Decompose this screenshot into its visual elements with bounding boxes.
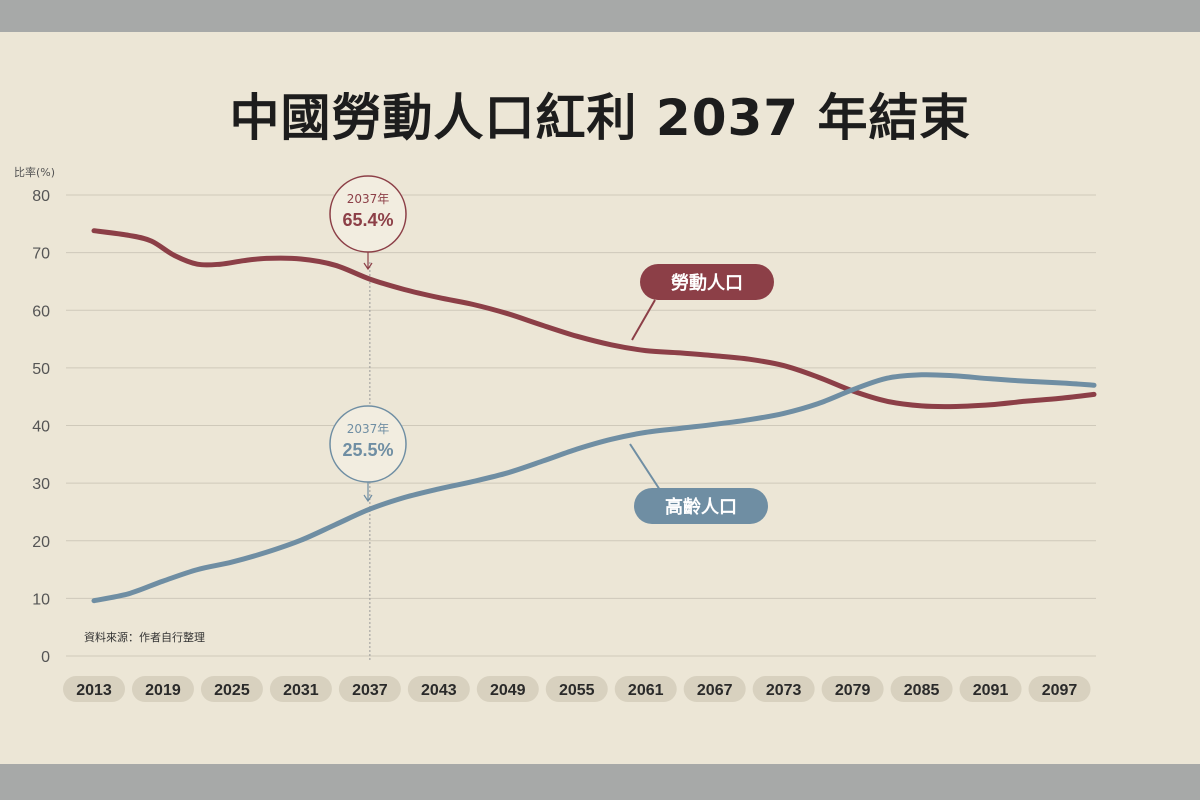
- y-tick-label: 20: [32, 534, 50, 551]
- y-tick-label: 10: [32, 591, 50, 608]
- x-tick: 2013: [63, 676, 125, 702]
- annotation-year: 2037年: [347, 422, 390, 436]
- x-tick-label: 2061: [628, 682, 664, 699]
- x-tick: 2019: [131, 676, 194, 702]
- x-tick-pill: [545, 676, 608, 702]
- series-lines: [91, 228, 1097, 604]
- x-tick-pill: [200, 676, 263, 702]
- x-tick-pill: [407, 676, 470, 702]
- x-tick-label: 2067: [697, 682, 733, 699]
- x-tick-label: 2091: [973, 682, 1009, 699]
- source-note: 資料來源：作者自行整理: [84, 630, 205, 644]
- x-tick: 2037: [338, 676, 401, 702]
- legend-pill: [640, 264, 774, 300]
- x-tick-pill: [752, 676, 815, 702]
- x-tick-label: 2037: [352, 682, 388, 699]
- y-tick-label: 30: [32, 476, 50, 493]
- x-tick-pill: [338, 676, 401, 702]
- chart-frame: [0, 32, 1200, 764]
- x-tick: 2061: [614, 676, 677, 702]
- annotation-year: 2037年: [347, 192, 390, 206]
- x-tick: 2031: [269, 676, 332, 702]
- x-tick: 2073: [752, 676, 815, 702]
- x-tick-label: 2031: [283, 682, 319, 699]
- legend-pill: [634, 488, 768, 524]
- x-tick-pill: [476, 676, 539, 702]
- x-tick-label: 2049: [490, 682, 526, 699]
- x-tick: 2091: [959, 676, 1022, 702]
- y-tick-label: 80: [32, 188, 50, 205]
- annotation-arrow: [363, 252, 373, 271]
- annotation-value: 65.4%: [342, 210, 393, 230]
- x-tick: 2055: [545, 676, 608, 702]
- legend-text: 勞動人口: [671, 272, 743, 294]
- x-tick-pill: [1028, 676, 1091, 702]
- series-line-labour: [91, 228, 1097, 410]
- legend-pointer: [631, 299, 656, 341]
- x-tick-label: 2019: [145, 682, 181, 699]
- y-tick-label: 50: [32, 361, 50, 378]
- grid-lines: [66, 194, 1096, 657]
- x-tick-label: 2043: [421, 682, 457, 699]
- x-tick: 2049: [476, 676, 539, 702]
- chart-title: 中國勞動人口紅利 2037 年結束: [229, 89, 971, 147]
- x-tick-label: 2079: [835, 682, 871, 699]
- legend-label-labour: 勞動人口: [631, 264, 774, 341]
- annotation-arrow: [363, 482, 373, 503]
- legend-text: 高齡人口: [665, 496, 737, 518]
- y-tick-label: 40: [32, 419, 50, 436]
- x-tick-pill: [890, 676, 953, 702]
- legend-pointer: [629, 443, 661, 491]
- x-tick-labels: 2013 2019 2025 2031 2037 2043 2049 2055 2061 2067…: [63, 676, 1091, 702]
- y-axis-unit-label: 比率(%): [14, 165, 55, 179]
- x-tick: 2085: [890, 676, 953, 702]
- y-tick-label: 0: [41, 649, 50, 666]
- annotation-elderly-2037: 2037年 25.5%: [329, 405, 407, 503]
- x-tick-pill: [959, 676, 1022, 702]
- y-tick-label: 60: [32, 303, 50, 320]
- y-tick-labels: 0 10 20 30 40 50 60 70 80: [32, 188, 50, 666]
- annotation-value: 25.5%: [342, 440, 393, 460]
- legend-label-elderly: 高齡人口: [629, 443, 768, 524]
- x-tick-pill: [683, 676, 746, 702]
- series-line-elderly: [91, 372, 1097, 604]
- x-tick: 2025: [200, 676, 263, 702]
- x-tick: 2043: [407, 676, 470, 702]
- x-tick-pill: [821, 676, 884, 702]
- x-tick-label: 2097: [1042, 682, 1078, 699]
- x-tick-pill: [63, 676, 125, 702]
- x-tick-label: 2085: [904, 682, 940, 699]
- x-tick-label: 2013: [76, 682, 112, 699]
- x-tick-pill: [131, 676, 194, 702]
- x-tick-label: 2055: [559, 682, 595, 699]
- x-tick-pill: [614, 676, 677, 702]
- x-tick-pill: [269, 676, 332, 702]
- annotation-labour-2037: 2037年 65.4%: [329, 175, 407, 271]
- x-tick: 2079: [821, 676, 884, 702]
- x-tick-label: 2025: [214, 682, 250, 699]
- x-tick-label: 2073: [766, 682, 802, 699]
- y-tick-label: 70: [32, 246, 50, 263]
- x-tick: 2067: [683, 676, 746, 702]
- x-tick: 2097: [1028, 676, 1091, 702]
